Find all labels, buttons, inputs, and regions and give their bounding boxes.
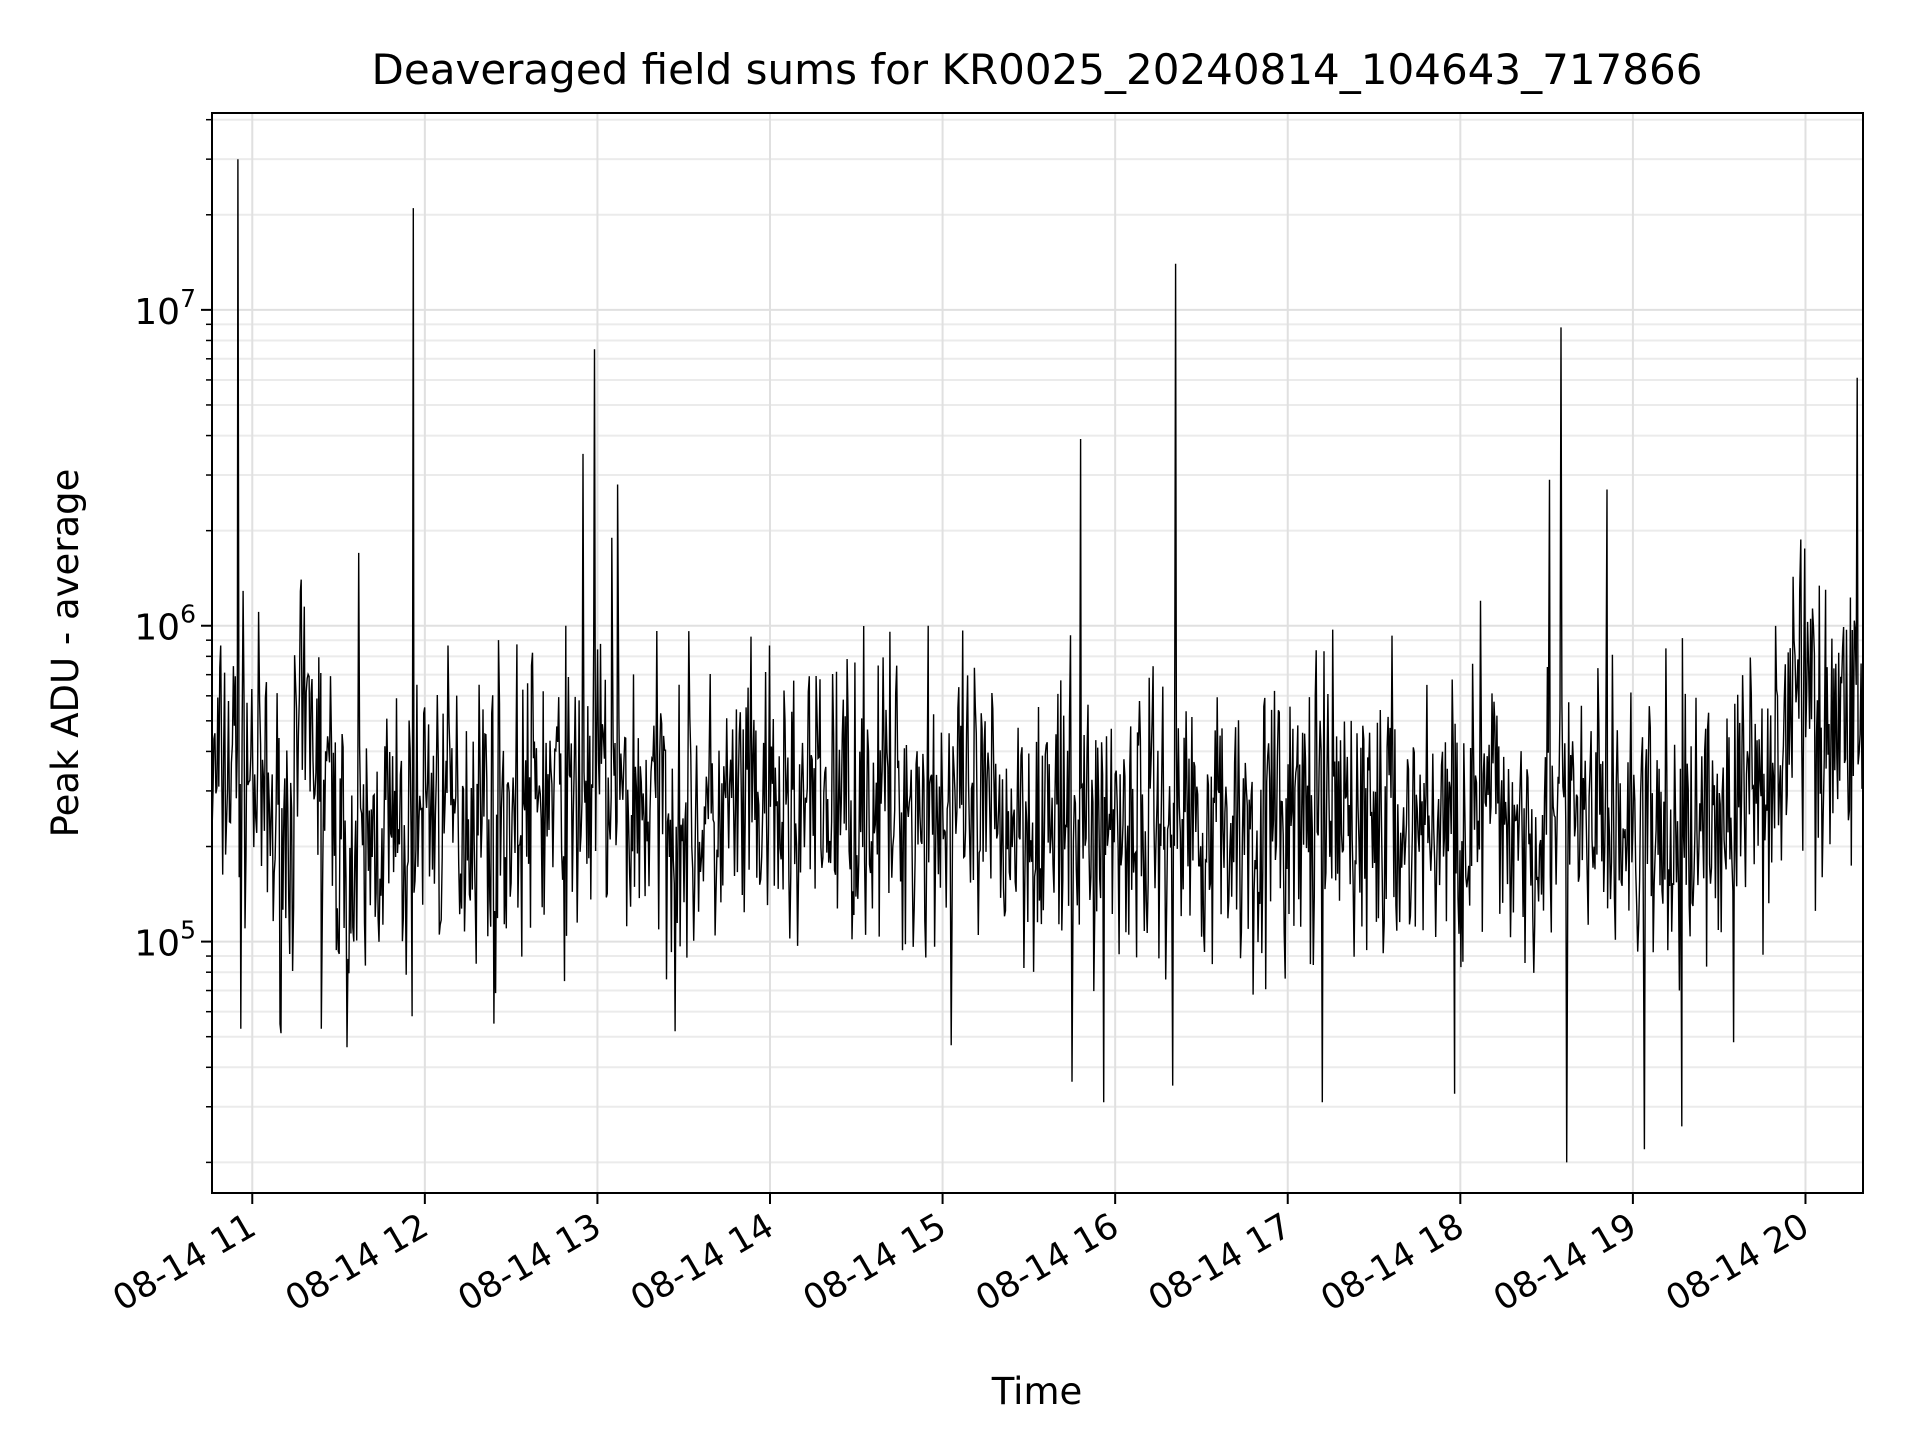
y-tick-label: 107 xyxy=(134,284,196,333)
x-axis-label: Time xyxy=(991,1370,1083,1413)
plot-frame xyxy=(211,112,1864,1194)
y-tick-label: 105 xyxy=(134,916,196,965)
y-tick-label: 106 xyxy=(134,600,196,649)
chart-title: Deaveraged field sums for KR0025_2024081… xyxy=(372,45,1703,94)
y-axis-label: Peak ADU - average xyxy=(44,469,87,838)
data-series xyxy=(211,159,1864,1163)
series-line xyxy=(211,159,1864,1163)
